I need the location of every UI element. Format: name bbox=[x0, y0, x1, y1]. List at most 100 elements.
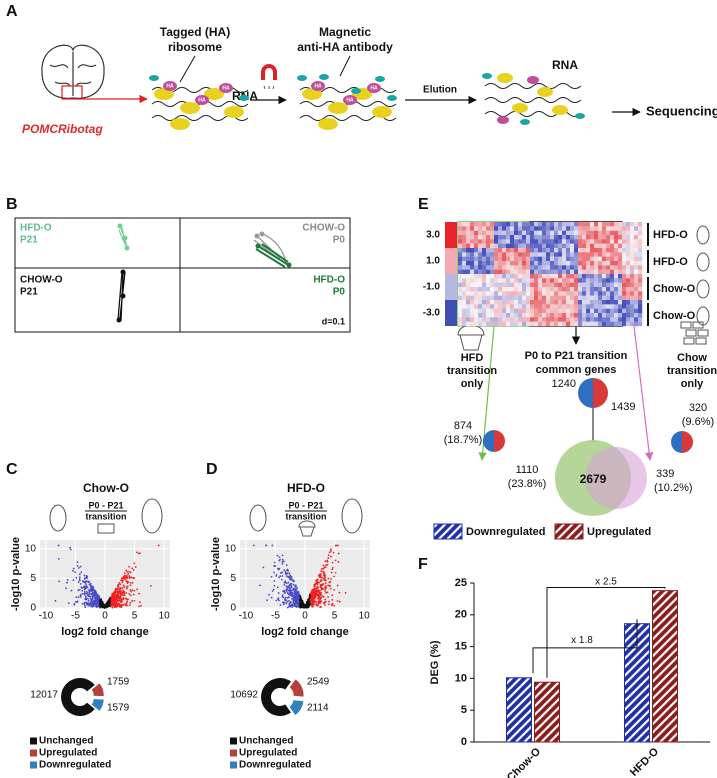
panel-label: F bbox=[418, 556, 428, 573]
point bbox=[96, 594, 99, 597]
heatmap-cell bbox=[522, 256, 527, 262]
heatmap-cell bbox=[590, 278, 595, 283]
heatmap-cell bbox=[534, 234, 539, 240]
point bbox=[283, 603, 285, 606]
donut-segment bbox=[60, 677, 95, 717]
heatmap-cell bbox=[594, 260, 599, 266]
heatmap-cell bbox=[538, 286, 543, 292]
point bbox=[278, 599, 280, 602]
label: only bbox=[681, 378, 704, 390]
heatmap-cell bbox=[582, 247, 587, 253]
point bbox=[314, 584, 316, 587]
point bbox=[131, 581, 134, 584]
heatmap-cell bbox=[538, 308, 543, 314]
heatmap-cell bbox=[590, 222, 595, 227]
antibody bbox=[375, 76, 385, 82]
heatmap-cell bbox=[518, 273, 523, 279]
heatmap-cell bbox=[598, 295, 603, 301]
heatmap-cell bbox=[542, 230, 547, 236]
point bbox=[279, 575, 282, 578]
heatmap-cell bbox=[502, 273, 507, 279]
heatmap-cell bbox=[518, 291, 523, 296]
point bbox=[115, 601, 118, 604]
heatmap-cell bbox=[470, 317, 475, 322]
heatmap-cell bbox=[578, 304, 583, 309]
point bbox=[302, 605, 305, 608]
heatmap-cell bbox=[510, 252, 515, 257]
heatmap-cell bbox=[598, 252, 603, 257]
heatmap-cell bbox=[486, 243, 491, 249]
heatmap-cell bbox=[594, 222, 599, 227]
heatmap-cell bbox=[498, 282, 503, 288]
heatmap-cell bbox=[546, 265, 551, 270]
heatmap-cell bbox=[578, 308, 583, 314]
heatmap-cell bbox=[614, 304, 619, 309]
heatmap-cell bbox=[574, 243, 579, 249]
point bbox=[334, 544, 337, 547]
point bbox=[289, 605, 292, 608]
x-tick-label: -5 bbox=[71, 611, 80, 622]
heatmap-cell bbox=[598, 299, 603, 305]
heatmap-cell bbox=[638, 299, 643, 305]
point bbox=[325, 585, 327, 587]
heatmap-cell bbox=[474, 269, 479, 275]
heatmap-cell bbox=[634, 286, 639, 292]
point bbox=[273, 580, 276, 582]
heatmap-cell bbox=[586, 269, 591, 275]
heatmap-cell bbox=[606, 278, 611, 283]
point bbox=[252, 544, 255, 547]
point bbox=[333, 604, 336, 607]
point bbox=[324, 590, 326, 592]
heatmap-cell bbox=[510, 282, 515, 288]
heatmap-cell bbox=[554, 321, 559, 327]
donut-segment bbox=[289, 700, 304, 715]
heatmap-cell bbox=[570, 299, 575, 305]
heatmap-cell bbox=[614, 286, 619, 292]
heatmap-cell bbox=[630, 230, 635, 236]
heatmap-cell bbox=[526, 243, 531, 249]
heatmap-cell bbox=[566, 273, 571, 279]
heatmap-cell bbox=[462, 234, 467, 240]
panel-label: C bbox=[6, 461, 18, 478]
point bbox=[338, 591, 341, 594]
point bbox=[96, 596, 99, 599]
point bbox=[320, 584, 323, 587]
heatmap-cell bbox=[634, 234, 639, 240]
point bbox=[322, 564, 325, 567]
point bbox=[326, 559, 329, 562]
point bbox=[112, 591, 115, 594]
heatmap-cell bbox=[486, 226, 491, 231]
point bbox=[75, 577, 78, 579]
point bbox=[114, 589, 117, 592]
point bbox=[93, 600, 96, 603]
heatmap-cell bbox=[470, 295, 475, 301]
heatmap-cell bbox=[490, 295, 495, 301]
x-tick-label: -10 bbox=[39, 611, 54, 622]
point bbox=[72, 569, 74, 572]
heatmap-cell bbox=[578, 260, 583, 266]
heatmap-cell bbox=[554, 265, 559, 270]
heatmap-cell bbox=[466, 226, 471, 231]
legend-swatch bbox=[433, 523, 463, 540]
donut-label: 10692 bbox=[230, 690, 258, 701]
heatmap-cell bbox=[582, 260, 587, 266]
point bbox=[314, 590, 317, 593]
heatmap-cell bbox=[534, 295, 539, 301]
heatmap-cell bbox=[622, 312, 627, 318]
heatmap-cell bbox=[542, 269, 547, 275]
heatmap-cell bbox=[514, 282, 519, 288]
heatmap-cell bbox=[594, 226, 599, 231]
heatmap-cell bbox=[586, 321, 591, 327]
heatmap-cell bbox=[514, 317, 519, 322]
heatmap-cell bbox=[634, 265, 639, 270]
heatmap-cell bbox=[634, 295, 639, 301]
heatmap-cell bbox=[482, 308, 487, 314]
point bbox=[133, 599, 136, 602]
point bbox=[112, 597, 115, 600]
heatmap-cell bbox=[510, 230, 515, 236]
x-tick-label: 0 bbox=[102, 611, 108, 622]
heatmap-cell bbox=[566, 239, 571, 244]
heatmap-cell bbox=[622, 222, 627, 227]
heatmap-cell bbox=[514, 321, 519, 327]
point bbox=[288, 602, 291, 605]
